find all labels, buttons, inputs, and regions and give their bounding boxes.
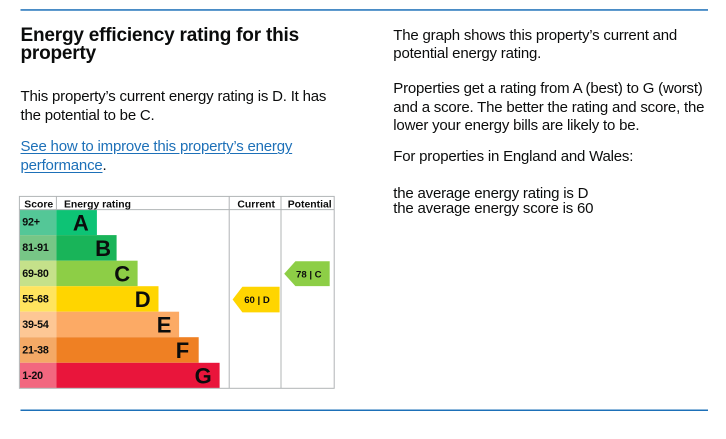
svg-text:F: F xyxy=(176,338,189,363)
svg-text:60 | D: 60 | D xyxy=(244,295,270,306)
svg-text:1-20: 1-20 xyxy=(22,370,43,382)
svg-text:B: B xyxy=(95,236,111,261)
svg-text:A: A xyxy=(73,211,89,236)
svg-text:C: C xyxy=(114,262,130,287)
svg-text:92+: 92+ xyxy=(22,217,40,229)
svg-text:55-68: 55-68 xyxy=(22,293,49,305)
svg-text:69-80: 69-80 xyxy=(22,268,49,280)
svg-text:E: E xyxy=(157,313,172,338)
svg-text:39-54: 39-54 xyxy=(22,319,49,331)
svg-text:Potential: Potential xyxy=(288,199,332,210)
svg-text:Score: Score xyxy=(24,199,53,210)
svg-text:D: D xyxy=(135,287,151,312)
svg-text:Current: Current xyxy=(237,199,275,210)
svg-text:G: G xyxy=(195,364,212,389)
svg-text:81-91: 81-91 xyxy=(22,242,49,254)
svg-text:Energy rating: Energy rating xyxy=(64,199,131,210)
svg-text:78 | C: 78 | C xyxy=(296,269,322,280)
svg-text:21-38: 21-38 xyxy=(22,344,49,356)
